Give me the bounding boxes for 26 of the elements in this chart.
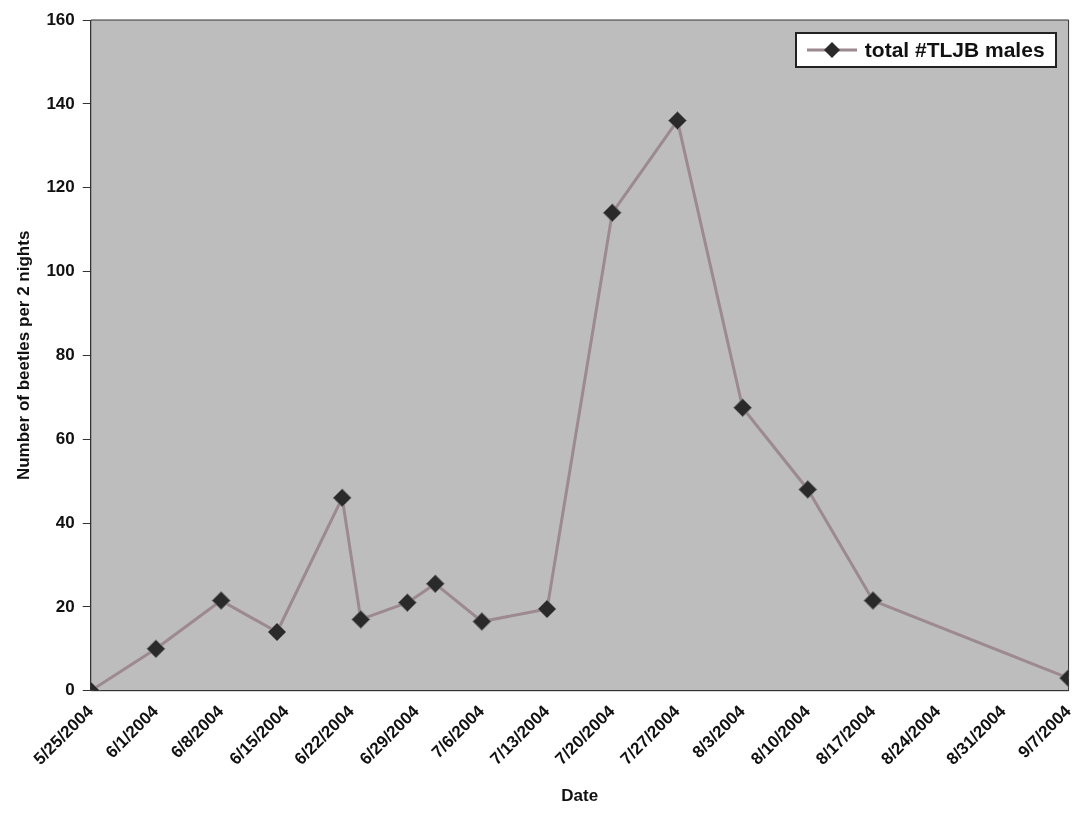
y-tick-label: 0	[65, 680, 75, 700]
point	[332, 488, 352, 508]
y-tick-label: 20	[55, 596, 75, 616]
point	[351, 609, 371, 629]
point	[146, 639, 166, 659]
y-tick-label: 80	[55, 345, 75, 365]
y-axis-title: Number of beetles per 2 nights	[13, 230, 33, 481]
point	[267, 622, 287, 642]
point	[211, 591, 231, 611]
point	[537, 599, 557, 619]
point	[667, 111, 687, 131]
y-tick-label: 40	[55, 512, 75, 532]
point	[397, 593, 417, 613]
point	[733, 398, 753, 418]
point	[798, 479, 818, 499]
point	[602, 203, 622, 223]
y-tick-label: 140	[46, 93, 75, 113]
point	[863, 591, 883, 611]
y-tick-label: 60	[55, 428, 75, 448]
y-tick-label: 160	[46, 9, 75, 29]
x-axis-title: Date	[561, 786, 599, 806]
y-tick-label: 100	[46, 261, 75, 281]
point	[472, 612, 492, 632]
y-tick-label: 120	[46, 177, 75, 197]
legend-label: total #TLJB males	[864, 38, 1045, 62]
point	[425, 574, 445, 594]
